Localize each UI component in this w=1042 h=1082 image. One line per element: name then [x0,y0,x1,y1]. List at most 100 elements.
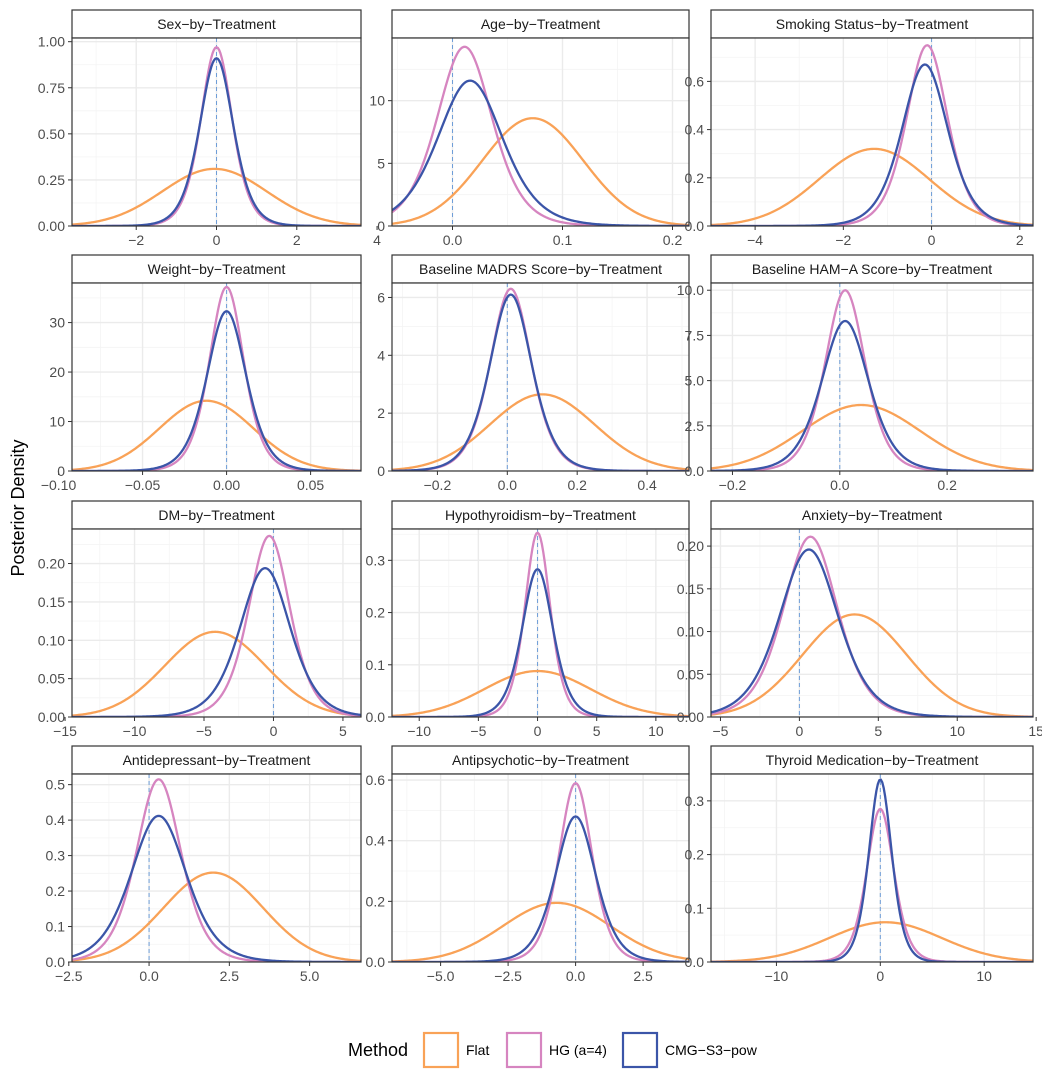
grid-lines [711,529,1033,717]
y-tick-label: 30 [49,315,65,331]
y-tick-label: 0.2 [366,605,386,621]
x-tick-label: −10 [765,968,789,984]
legend-item-hg: HG (a=4) [505,1031,607,1069]
y-tick-label: 0.1 [46,919,66,935]
y-tick-label: 0.20 [38,556,65,572]
facet-grid: Posterior Density Sex−by−Treatment−2 0 2 40… [8,9,1042,984]
x-tick-label: 0.0 [566,968,586,984]
y-tick-label: 0.3 [46,848,66,864]
facet-panel: Antipsychotic−by−Treatment −5.0 −2.5 0.0 2.5… [366,745,690,984]
y-tick-label: 0.0 [366,709,386,725]
y-tick-label: 0.05 [677,666,704,682]
x-tick-label: 0.2 [937,477,957,493]
y-tick-label: 7.5 [685,327,705,343]
y-tick-label: 0 [377,218,385,234]
x-tick-label: −5 [712,723,728,739]
y-tick-label: 0.05 [38,671,65,687]
panel-border [710,37,1034,227]
y-tick-label: 0.0 [685,954,705,970]
grid-lines [72,774,361,962]
y-tick-label: 0.25 [38,172,65,188]
x-tick-label: 0.1 [553,232,573,248]
facet-panel: Antidepressant−by−Treatment−2.5 0.0 2.5 5.0… [46,745,362,984]
density-line-flat [392,669,689,717]
density-line-flat [72,167,361,226]
panel-border [71,282,362,472]
legend-label-cmg: CMG−S3−pow [665,1042,758,1058]
facet-panel: Sex−by−Treatment −2 0 2 4 0.00 0.25 0.50 0.75 1.0… [38,9,381,248]
legend-key-flat [422,1031,460,1069]
panel-background [72,774,361,962]
x-tick-label: 2.5 [220,968,240,984]
y-tick-label: 0.00 [677,709,704,725]
x-tick-label: 0 [213,232,221,248]
x-tick-label: 0 [928,232,936,248]
density-line-flat [711,921,1033,962]
density-line-flat [392,117,689,226]
facet-panel: Weight−by−Treatment −0.10 −0.05 0.00 0.05 0 10… [41,254,362,493]
panel-background [72,283,361,471]
x-tick-label: 5 [339,723,347,739]
legend: Method Flat HG (a=4) CMG−S3−pow [348,1031,758,1069]
density-line-flat [72,871,361,962]
y-tick-label: 2.5 [685,418,705,434]
facet-title: Age−by−Treatment [481,16,600,32]
x-tick-label: 0.0 [139,968,159,984]
facet-title: Sex−by−Treatment [157,16,276,32]
panel-background [711,774,1033,962]
x-tick-label: −2.5 [494,968,522,984]
y-tick-label: 0.15 [677,581,704,597]
facet-title: Weight−by−Treatment [148,261,286,277]
facet-panel: Smoking Status−by−Treatment −4 −2 0 2 0.0 0.2 0… [685,9,1034,248]
x-tick-label: −5 [470,723,486,739]
panel-border [391,773,690,963]
x-tick-label: 0.0 [443,232,463,248]
x-tick-label: 10 [949,723,965,739]
panel-background [711,38,1033,226]
x-tick-label: 0.05 [297,477,324,493]
x-tick-label: 15 [1028,723,1042,739]
y-tick-label: 0.6 [685,73,705,89]
facet-title: Antipsychotic−by−Treatment [452,752,629,768]
facet-title: Hypothyroidism−by−Treatment [445,507,636,523]
x-tick-label: 10 [648,723,664,739]
y-tick-label: 0.5 [46,777,66,793]
x-tick-label: 2 [293,232,301,248]
facet-strip [391,500,690,530]
x-tick-label: 4 [373,232,381,248]
facet-title: Smoking Status−by−Treatment [776,16,969,32]
y-tick-label: 0.10 [677,624,704,640]
legend-title: Method [348,1040,408,1060]
panel-border [391,37,690,227]
y-tick-label: 0.10 [38,632,65,648]
y-tick-label: 5 [377,155,385,171]
x-tick-label: 5 [874,723,882,739]
density-line-flat [711,403,1033,471]
y-tick-label: 0.4 [46,812,66,828]
legend-key-cmg [621,1031,659,1069]
x-tick-label: −15 [53,723,77,739]
density-line-flat [72,630,361,717]
y-tick-label: 0.00 [38,709,65,725]
facet-strip [710,9,1034,39]
legend-item-flat: Flat [422,1031,489,1069]
density-line-flat [711,613,1033,717]
facet-strip [71,500,362,530]
facet-strip [71,9,362,39]
legend-key-hg [505,1031,543,1069]
x-tick-label: 0.4 [637,477,657,493]
y-tick-label: 0.4 [685,122,705,138]
x-tick-label: 2 [1016,232,1024,248]
y-tick-label: 0.0 [46,954,66,970]
y-tick-label: 0.3 [366,552,386,568]
y-tick-label: 5.0 [685,373,705,389]
density-line-flat [72,399,361,471]
x-tick-label: −0.10 [41,477,77,493]
panel-background [711,283,1033,471]
facet-title: DM−by−Treatment [158,507,274,523]
x-tick-label: 0.2 [567,477,587,493]
y-tick-label: 6 [377,289,385,305]
facet-title: Baseline HAM−A Score−by−Treatment [752,261,992,277]
y-tick-label: 0.4 [366,833,386,849]
x-tick-label: −2 [128,232,144,248]
